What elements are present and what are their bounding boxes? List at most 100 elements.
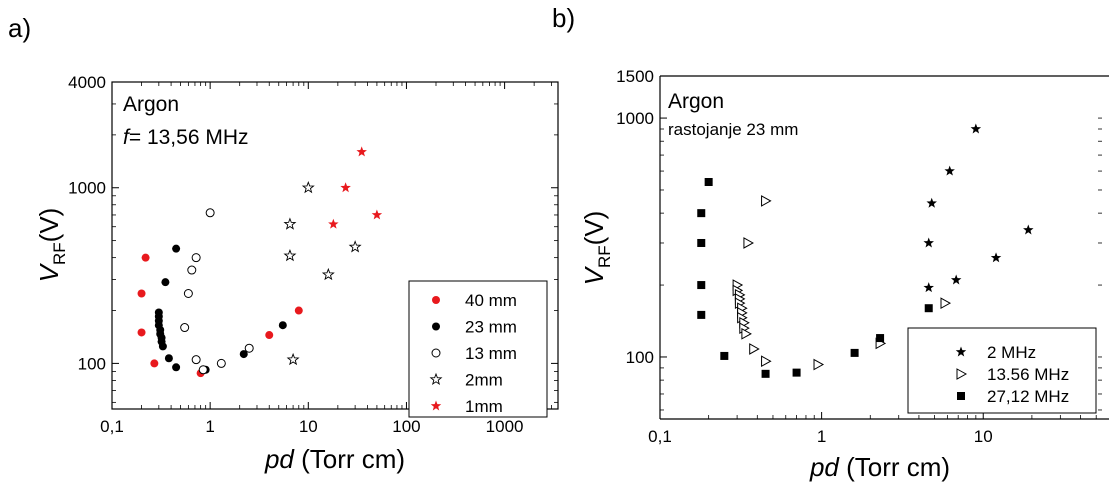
data-point — [990, 252, 1002, 263]
legend-label: 27,12 MHz — [987, 387, 1069, 406]
data-point — [340, 182, 351, 193]
data-point — [283, 248, 297, 262]
annotation-f-symbol: f — [123, 126, 131, 149]
data-point — [150, 359, 159, 368]
annotation-f-value: = 13,56 MHz — [129, 126, 249, 149]
data-point — [286, 352, 300, 366]
y-axis-title-rest-b: (V) — [579, 211, 609, 246]
data-point — [283, 217, 297, 230]
data-point — [239, 350, 248, 359]
x-tick-label: 10 — [299, 417, 318, 436]
data-point — [161, 278, 170, 287]
annotation-argon-a: Argon — [123, 93, 179, 116]
series-2mm — [283, 180, 362, 366]
y-tick-label: 1000 — [616, 109, 654, 128]
data-point — [924, 304, 933, 313]
legend-label: 1mm — [465, 397, 503, 416]
series-2-mhz — [923, 123, 1034, 293]
chart-b: b) 0,1 1 10 100 1000 1500 Argon rastojanje 2… — [552, 3, 1109, 482]
y-axis-title-sub-a: RF — [50, 242, 69, 265]
legend-marker — [432, 322, 440, 331]
y-tick-label: 100 — [78, 354, 106, 373]
y-tick-label: 1000 — [68, 179, 106, 198]
legend-label: 2mm — [465, 371, 503, 390]
y-tick-labels-a: 100 1000 4000 — [68, 73, 106, 373]
data-point — [183, 288, 193, 298]
data-point — [926, 197, 937, 208]
y-tick-label: 4000 — [68, 73, 106, 92]
legend-box-b — [907, 327, 1097, 414]
data-point — [328, 218, 339, 229]
data-point — [743, 237, 754, 249]
series-13-56-mhz — [732, 195, 952, 371]
data-point — [172, 363, 181, 372]
series-23-mm — [154, 244, 287, 374]
axis-ticks-b — [659, 75, 1102, 419]
y-axis-title-main-b: V — [579, 265, 609, 285]
data-point — [876, 334, 885, 343]
data-point — [950, 274, 962, 285]
legend-marker — [956, 368, 968, 380]
data-point — [180, 323, 190, 333]
x-tick-labels-a: 0,1 1 10 100 1000 — [100, 417, 523, 436]
data-point — [923, 282, 934, 293]
y-axis-title-rest-a: (V) — [34, 208, 64, 243]
x-axis-title-b: pd (Torr cm) — [809, 452, 950, 482]
legend-marker — [957, 392, 965, 400]
legend-a: 40 mm 23 mm 13 mm 2mm 1mm — [429, 291, 517, 416]
annotation-distance-b: rastojanje 23 mm — [668, 120, 798, 139]
y-axis-title-a: VRF(V) — [34, 208, 69, 283]
data-point — [697, 209, 706, 218]
data-point — [970, 123, 982, 134]
legend-marker — [431, 348, 441, 358]
panel-label-a: a) — [8, 13, 31, 43]
x-axis-title-rest-b: (Torr cm) — [839, 452, 950, 482]
data-point — [301, 180, 315, 194]
data-point — [278, 321, 287, 330]
legend-marker — [429, 372, 443, 385]
data-point — [191, 355, 201, 365]
data-point — [187, 265, 197, 275]
data-point — [697, 281, 706, 290]
y-axis-title-sub-b: RF — [595, 245, 614, 268]
data-point — [265, 331, 274, 340]
data-point — [244, 343, 254, 353]
x-tick-label: 1000 — [486, 417, 524, 436]
data-point — [137, 289, 146, 298]
legend-label: 40 mm — [465, 291, 517, 310]
x-tick-label: 1 — [205, 417, 214, 436]
x-tick-labels-b: 0,1 1 10 — [648, 427, 993, 446]
legend-label: 2 MHz — [987, 343, 1036, 362]
series-27-12-mhz — [697, 178, 933, 378]
data-point — [371, 209, 383, 220]
legend-label: 13.56 MHz — [987, 365, 1069, 384]
data-point — [172, 244, 181, 253]
legend-marker — [430, 400, 442, 411]
data-point — [761, 369, 770, 378]
legend-marker — [955, 346, 967, 357]
data-point — [697, 238, 706, 247]
series-1mm — [328, 146, 383, 229]
panel-label-b: b) — [552, 3, 575, 33]
legend-b: 2 MHz 13.56 MHz 27,12 MHz — [955, 343, 1069, 406]
data-point — [792, 368, 801, 377]
y-tick-label: 1500 — [616, 67, 654, 86]
data-point — [205, 208, 215, 218]
data-point — [321, 267, 335, 281]
legend-label: 23 mm — [465, 318, 517, 337]
data-point — [944, 165, 955, 176]
data-point — [198, 365, 208, 375]
data-point — [749, 343, 760, 355]
data-points-b — [697, 123, 1034, 378]
data-point — [850, 348, 859, 357]
x-tick-label: 0,1 — [100, 417, 124, 436]
y-axis-title-b: VRF(V) — [579, 211, 614, 286]
data-point — [141, 253, 150, 262]
y-tick-labels-b: 100 1000 1500 — [616, 67, 654, 367]
annotation-argon-b: Argon — [668, 90, 724, 113]
legend-label: 13 mm — [465, 344, 517, 363]
data-point — [158, 342, 167, 351]
legend-box-a — [408, 280, 548, 418]
plot-frame-a — [111, 81, 559, 410]
